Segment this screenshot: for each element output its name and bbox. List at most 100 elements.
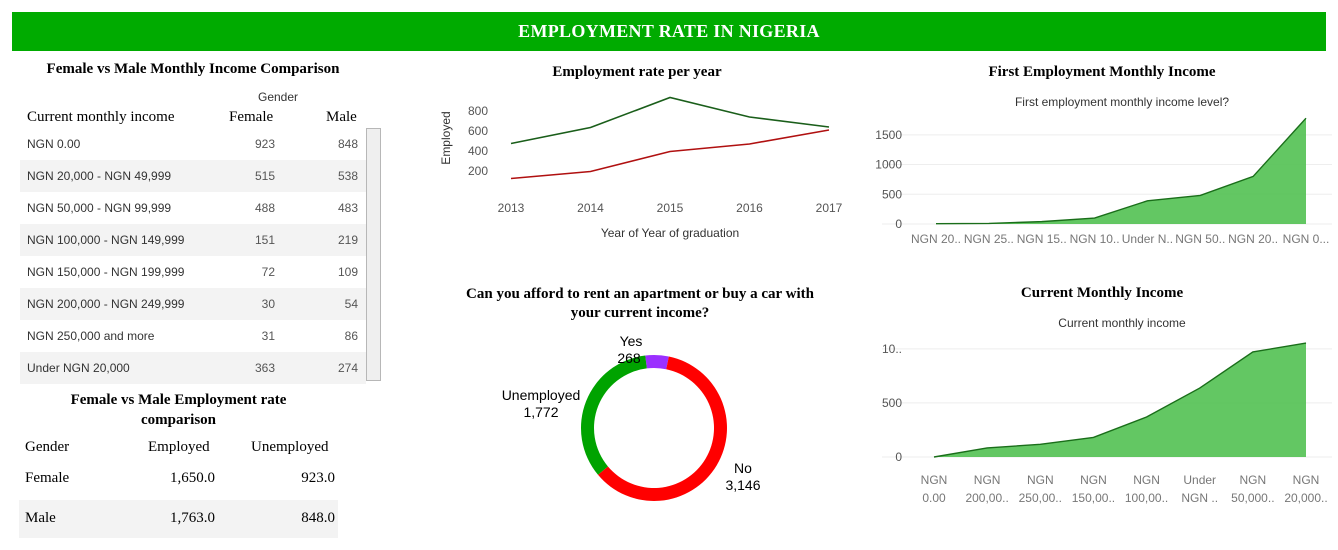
current-income-area-chart: 10.. 500 0 NGN 0.00 NGN 200,00.. NGN 250,00.. NG… [882,342,1332,505]
x-tick-label: 2013 [498,201,525,215]
gender-label: Female [25,470,70,486]
table-row: NGN 150,000 - NGN 199,999 72 109 [20,256,366,288]
pie-slice-no [597,356,727,501]
y-tick-label: 400 [468,144,488,158]
gender-label: Male [25,510,56,526]
x-tick-label: 150,00.. [1072,491,1115,505]
x-tick-label: NGN 25.. [964,232,1014,246]
employment-table-title-line2: comparison [141,412,216,428]
line-chart-title: Employment rate per year [552,64,722,80]
income-bracket-label: NGN 250,000 and more [27,329,155,343]
male-count: 848 [337,137,358,151]
income-bracket-label: Under NGN 20,000 [27,361,130,375]
first-income-chart-subtitle: First employment monthly income level? [1014,95,1230,109]
female-count: 72 [261,265,275,279]
y-tick-label: 0 [895,450,902,464]
income-row-header: Current monthly income [27,109,175,125]
table-row: NGN 250,000 and more 31 86 [20,320,366,352]
income-table: NGN 0.00 923 848 NGN 20,000 - NGN 49,999 51… [20,128,366,384]
male-count: 274 [337,361,358,375]
x-tick-label: 0.00 [922,491,946,505]
pie-label-value: 3,146 [725,477,760,493]
table-row: Female 1,650.0 923.0 [19,460,338,498]
x-tick-label: NGN 0... [1283,232,1330,246]
unemployed-value: 923.0 [301,470,335,486]
x-tick-label: NGN 15.. [1017,232,1067,246]
male-count: 86 [344,329,358,343]
unemployed-col-header: Unemployed [251,439,329,455]
x-tick-label: 100,00.. [1125,491,1168,505]
y-tick-label: 500 [882,187,902,201]
male-count: 219 [337,233,358,247]
female-count: 515 [254,169,275,183]
pie-label-value: 268 [617,350,641,366]
current-income-chart-title: Current Monthly Income [1020,285,1184,301]
y-tick-label: 800 [468,104,488,118]
income-bracket-label: NGN 0.00 [27,137,81,151]
female-count: 488 [254,201,275,215]
x-tick-label: NGN [1080,473,1107,487]
female-count: 363 [254,361,275,375]
x-tick-label: NGN [1027,473,1054,487]
y-tick-label: 10.. [882,342,902,356]
table-row: NGN 100,000 - NGN 149,999 151 219 [20,224,366,256]
female-col-header: Female [229,109,274,125]
pie-label-value: 1,772 [523,404,558,420]
employment-table-title-line1: Female vs Male Employment rate [70,392,287,408]
male-count: 54 [344,297,358,311]
x-tick-label: NGN .. [1181,491,1218,505]
series-line-1 [510,129,830,180]
y-tick-label: 1000 [875,158,902,172]
area-line [935,117,1307,225]
pie-chart-title-line2: your current income? [570,305,710,321]
pie-chart-title-line1: Can you afford to rent an apartment or b… [466,286,814,302]
x-tick-label: 2015 [657,201,684,215]
dashboard-banner: EMPLOYMENT RATE IN NIGERIA [12,12,1326,51]
female-count: 30 [261,297,275,311]
y-tick-label: 500 [882,396,902,410]
series-line-0 [510,96,830,145]
x-tick-label: NGN [1133,473,1160,487]
female-count: 31 [261,329,275,343]
y-tick-label: 600 [468,124,488,138]
y-tick-label: 0 [895,217,902,231]
table-row: NGN 200,000 - NGN 249,999 30 54 [20,288,366,320]
table-row: Male 1,763.0 848.0 [19,500,338,538]
female-count: 151 [254,233,275,247]
table-row: NGN 20,000 - NGN 49,999 515 538 [20,160,366,192]
x-tick-label: NGN [1293,473,1320,487]
pie-chart-title: Can you afford to rent an apartment or b… [430,285,850,323]
employment-line-chart: 800 600 400 200 2013 2014 2015 2016 2017 Employ… [439,96,843,240]
x-tick-label: NGN 20.. [911,232,961,246]
pie-slice-yes [645,354,669,370]
male-count: 483 [337,201,358,215]
income-table-scrollbar[interactable] [366,128,381,381]
gender-col-header: Gender [25,439,70,455]
income-bracket-label: NGN 100,000 - NGN 149,999 [27,233,185,247]
x-tick-label: 20,000.. [1284,491,1327,505]
x-tick-label: NGN [1240,473,1267,487]
income-bracket-label: NGN 50,000 - NGN 99,999 [27,201,172,215]
line-chart-x-axis-label: Year of Year of graduation [601,226,739,240]
y-tick-label: 1500 [875,128,902,142]
female-count: 923 [254,137,275,151]
income-bracket-label: NGN 200,000 - NGN 249,999 [27,297,185,311]
male-col-header: Male [326,109,357,125]
employment-table-title: Female vs Male Employment rate compariso… [19,390,338,430]
gender-group-header: Gender [258,90,299,104]
x-tick-label: 250,00.. [1019,491,1062,505]
income-table-title: Female vs Male Monthly Income Comparison [46,61,340,77]
unemployed-value: 848.0 [301,510,335,526]
male-count: 109 [337,265,358,279]
income-bracket-label: NGN 150,000 - NGN 199,999 [27,265,185,279]
employed-value: 1,763.0 [170,510,215,526]
area-fill [936,118,1306,224]
x-tick-label: Under N.. [1122,232,1173,246]
x-tick-label: 2016 [736,201,763,215]
table-row: NGN 0.00 923 848 [20,128,366,160]
pie-label-name: Yes [620,333,643,349]
x-tick-label: NGN [921,473,948,487]
x-tick-label: 200,00.. [965,491,1008,505]
x-tick-label: 2017 [816,201,843,215]
